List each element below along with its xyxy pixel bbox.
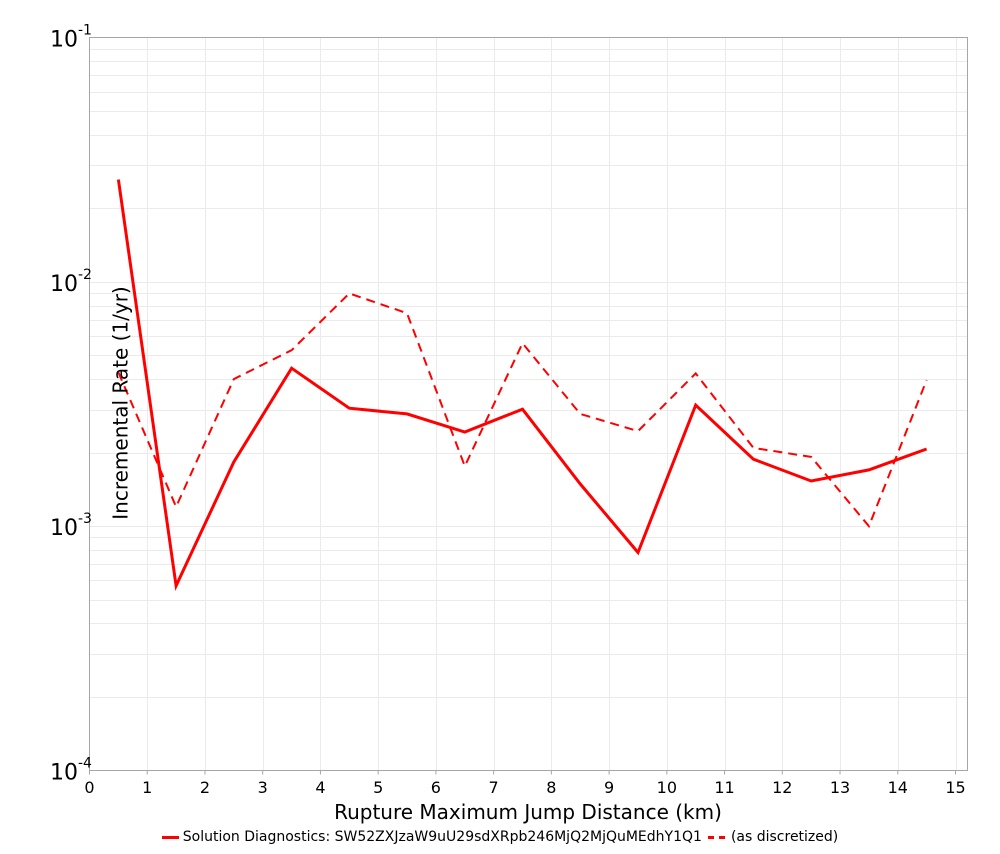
x-tick-label: 1 bbox=[142, 778, 152, 797]
x-tick-label: 3 bbox=[258, 778, 268, 797]
y-tick-label: 10-4 bbox=[50, 756, 92, 786]
y-axis-ticks: 10-1 10-2 10-3 10-4 bbox=[50, 23, 92, 786]
x-tick-label: 6 bbox=[431, 778, 441, 797]
x-tick-label: 9 bbox=[604, 778, 614, 797]
series-solution-line bbox=[116, 179, 928, 592]
legend-label-discretized: (as discretized) bbox=[730, 829, 839, 845]
legend-item-solution: Solution Diagnostics: SW52ZXJzaW9uU29sdX… bbox=[161, 829, 702, 845]
x-tick-label: 13 bbox=[830, 778, 850, 797]
x-tick-label: 2 bbox=[200, 778, 210, 797]
x-tick-label: 10 bbox=[657, 778, 677, 797]
x-tick-label: 14 bbox=[888, 778, 908, 797]
x-tick-label: 5 bbox=[373, 778, 383, 797]
x-axis-label: Rupture Maximum Jump Distance (km) bbox=[334, 800, 722, 824]
y-tick-label: 10-1 bbox=[50, 23, 92, 53]
solid-line-swatch-icon bbox=[161, 835, 179, 839]
legend: Solution Diagnostics: SW52ZXJzaW9uU29sdX… bbox=[0, 829, 1000, 845]
dashed-line-swatch-icon bbox=[707, 835, 725, 839]
y-tick-label: 10-3 bbox=[50, 511, 92, 541]
x-tick-label: 4 bbox=[315, 778, 325, 797]
x-tick-label: 12 bbox=[772, 778, 792, 797]
x-tick-label: 0 bbox=[84, 778, 94, 797]
y-tick-label: 10-2 bbox=[50, 267, 92, 297]
series-discretized-line bbox=[117, 292, 928, 529]
x-axis-ticks: 0 1 2 3 4 5 6 7 8 9 10 11 12 13 14 15 bbox=[84, 770, 966, 797]
plot-frame bbox=[89, 37, 968, 771]
legend-item-discretized: (as discretized) bbox=[707, 829, 839, 845]
legend-label-solution: Solution Diagnostics: SW52ZXJzaW9uU29sdX… bbox=[182, 829, 702, 845]
gridlines bbox=[89, 37, 968, 771]
series-lines bbox=[116, 179, 928, 592]
x-tick-label: 15 bbox=[945, 778, 965, 797]
x-tick-label: 7 bbox=[489, 778, 499, 797]
x-tick-label: 11 bbox=[714, 778, 734, 797]
y-axis-label: Incremental Rate (1/yr) bbox=[108, 286, 133, 520]
x-tick-label: 8 bbox=[546, 778, 556, 797]
